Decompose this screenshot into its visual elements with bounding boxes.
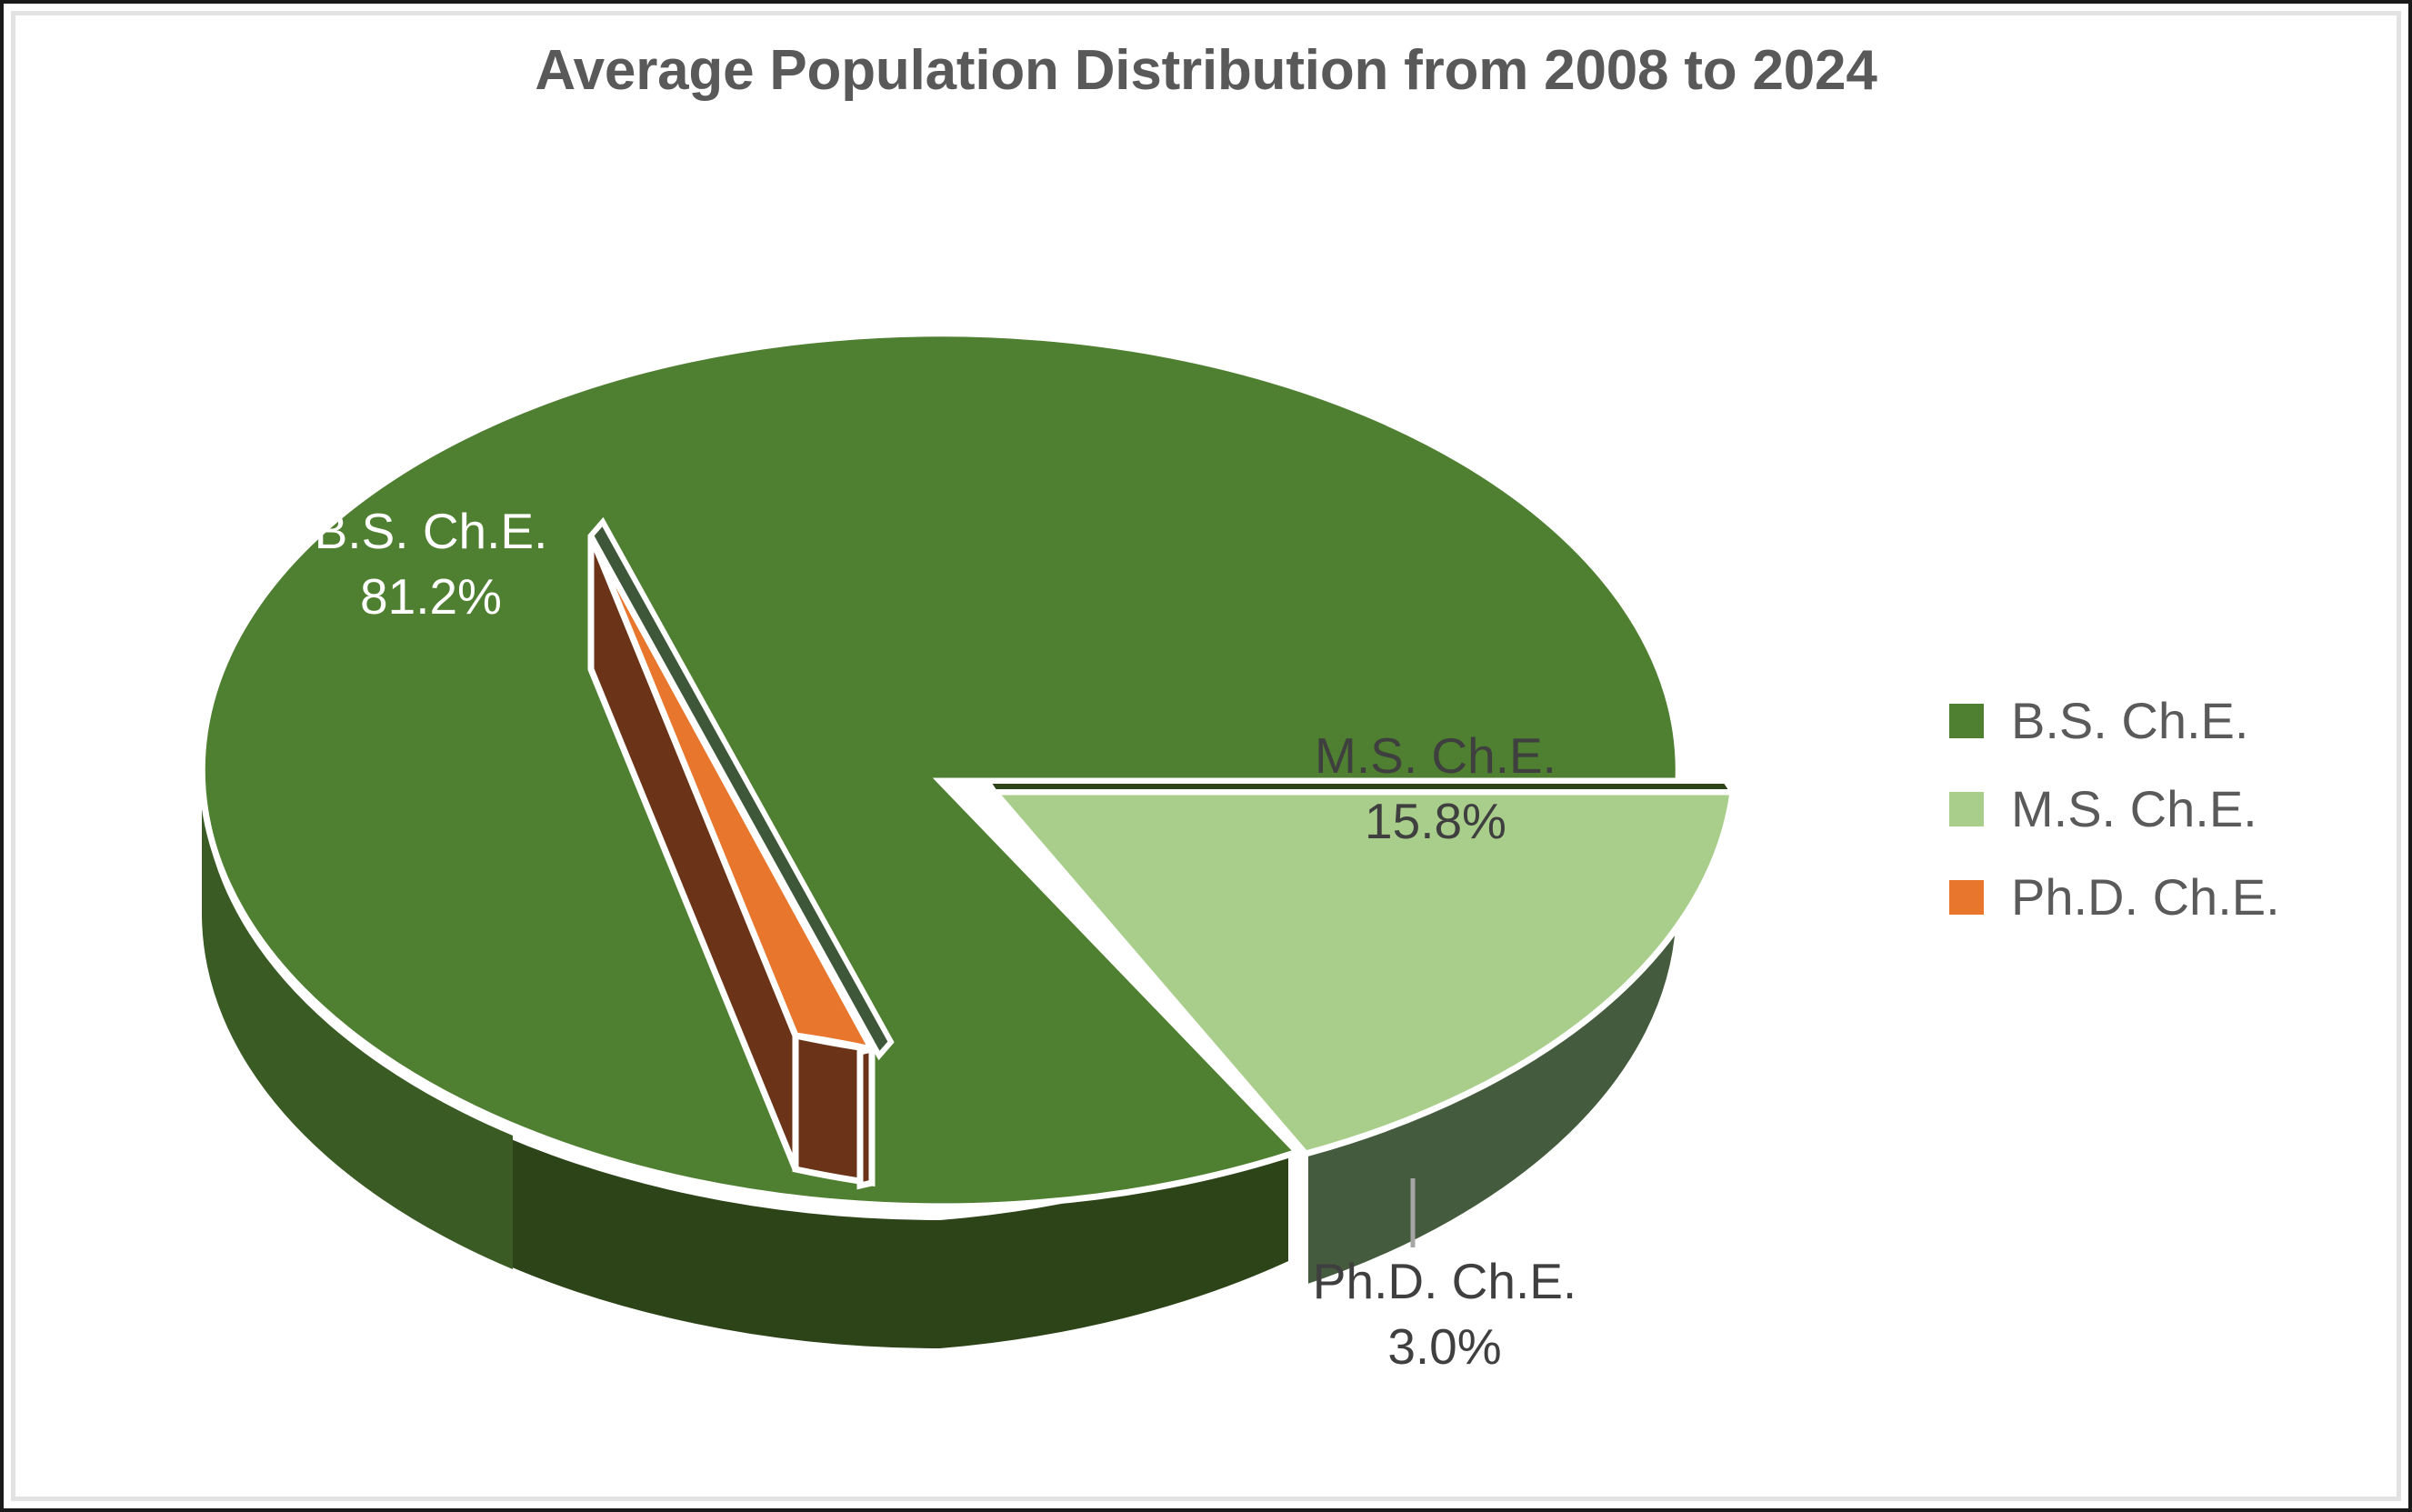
pie-slice-phd-edge-dark xyxy=(587,516,895,1061)
legend-swatch-bs-icon xyxy=(1949,703,1984,738)
chart-legend: B.S. Ch.E. M.S. Ch.E. Ph.D. Ch.E. xyxy=(1949,676,2386,941)
legend-item-phd[interactable]: Ph.D. Ch.E. xyxy=(1949,853,2386,941)
legend-label-phd: Ph.D. Ch.E. xyxy=(2011,867,2280,926)
pie-slice-bs-side-left xyxy=(202,781,513,1269)
legend-label-ms: M.S. Ch.E. xyxy=(2011,779,2257,837)
pie-chart-plot xyxy=(198,330,1738,1355)
legend-item-ms[interactable]: M.S. Ch.E. xyxy=(1949,765,2386,853)
pie-slice-bs-top xyxy=(198,330,1682,1210)
pie-slice-ms-edge-dark xyxy=(982,778,1738,795)
pie-slice-phd-side-right xyxy=(856,1045,876,1190)
legend-label-bs: B.S. Ch.E. xyxy=(2011,691,2249,749)
legend-swatch-phd-icon xyxy=(1949,879,1984,915)
pie-slice-phd[interactable] xyxy=(587,516,895,1190)
legend-item-bs[interactable]: B.S. Ch.E. xyxy=(1949,676,2386,765)
pie-slice-ms-top xyxy=(987,788,1737,1157)
chart-title: Average Population Distribution from 200… xyxy=(535,39,1877,102)
pie-slice-ms[interactable] xyxy=(982,778,1738,1292)
legend-swatch-ms-icon xyxy=(1949,791,1984,826)
pie-slice-bs[interactable] xyxy=(198,330,1682,1355)
